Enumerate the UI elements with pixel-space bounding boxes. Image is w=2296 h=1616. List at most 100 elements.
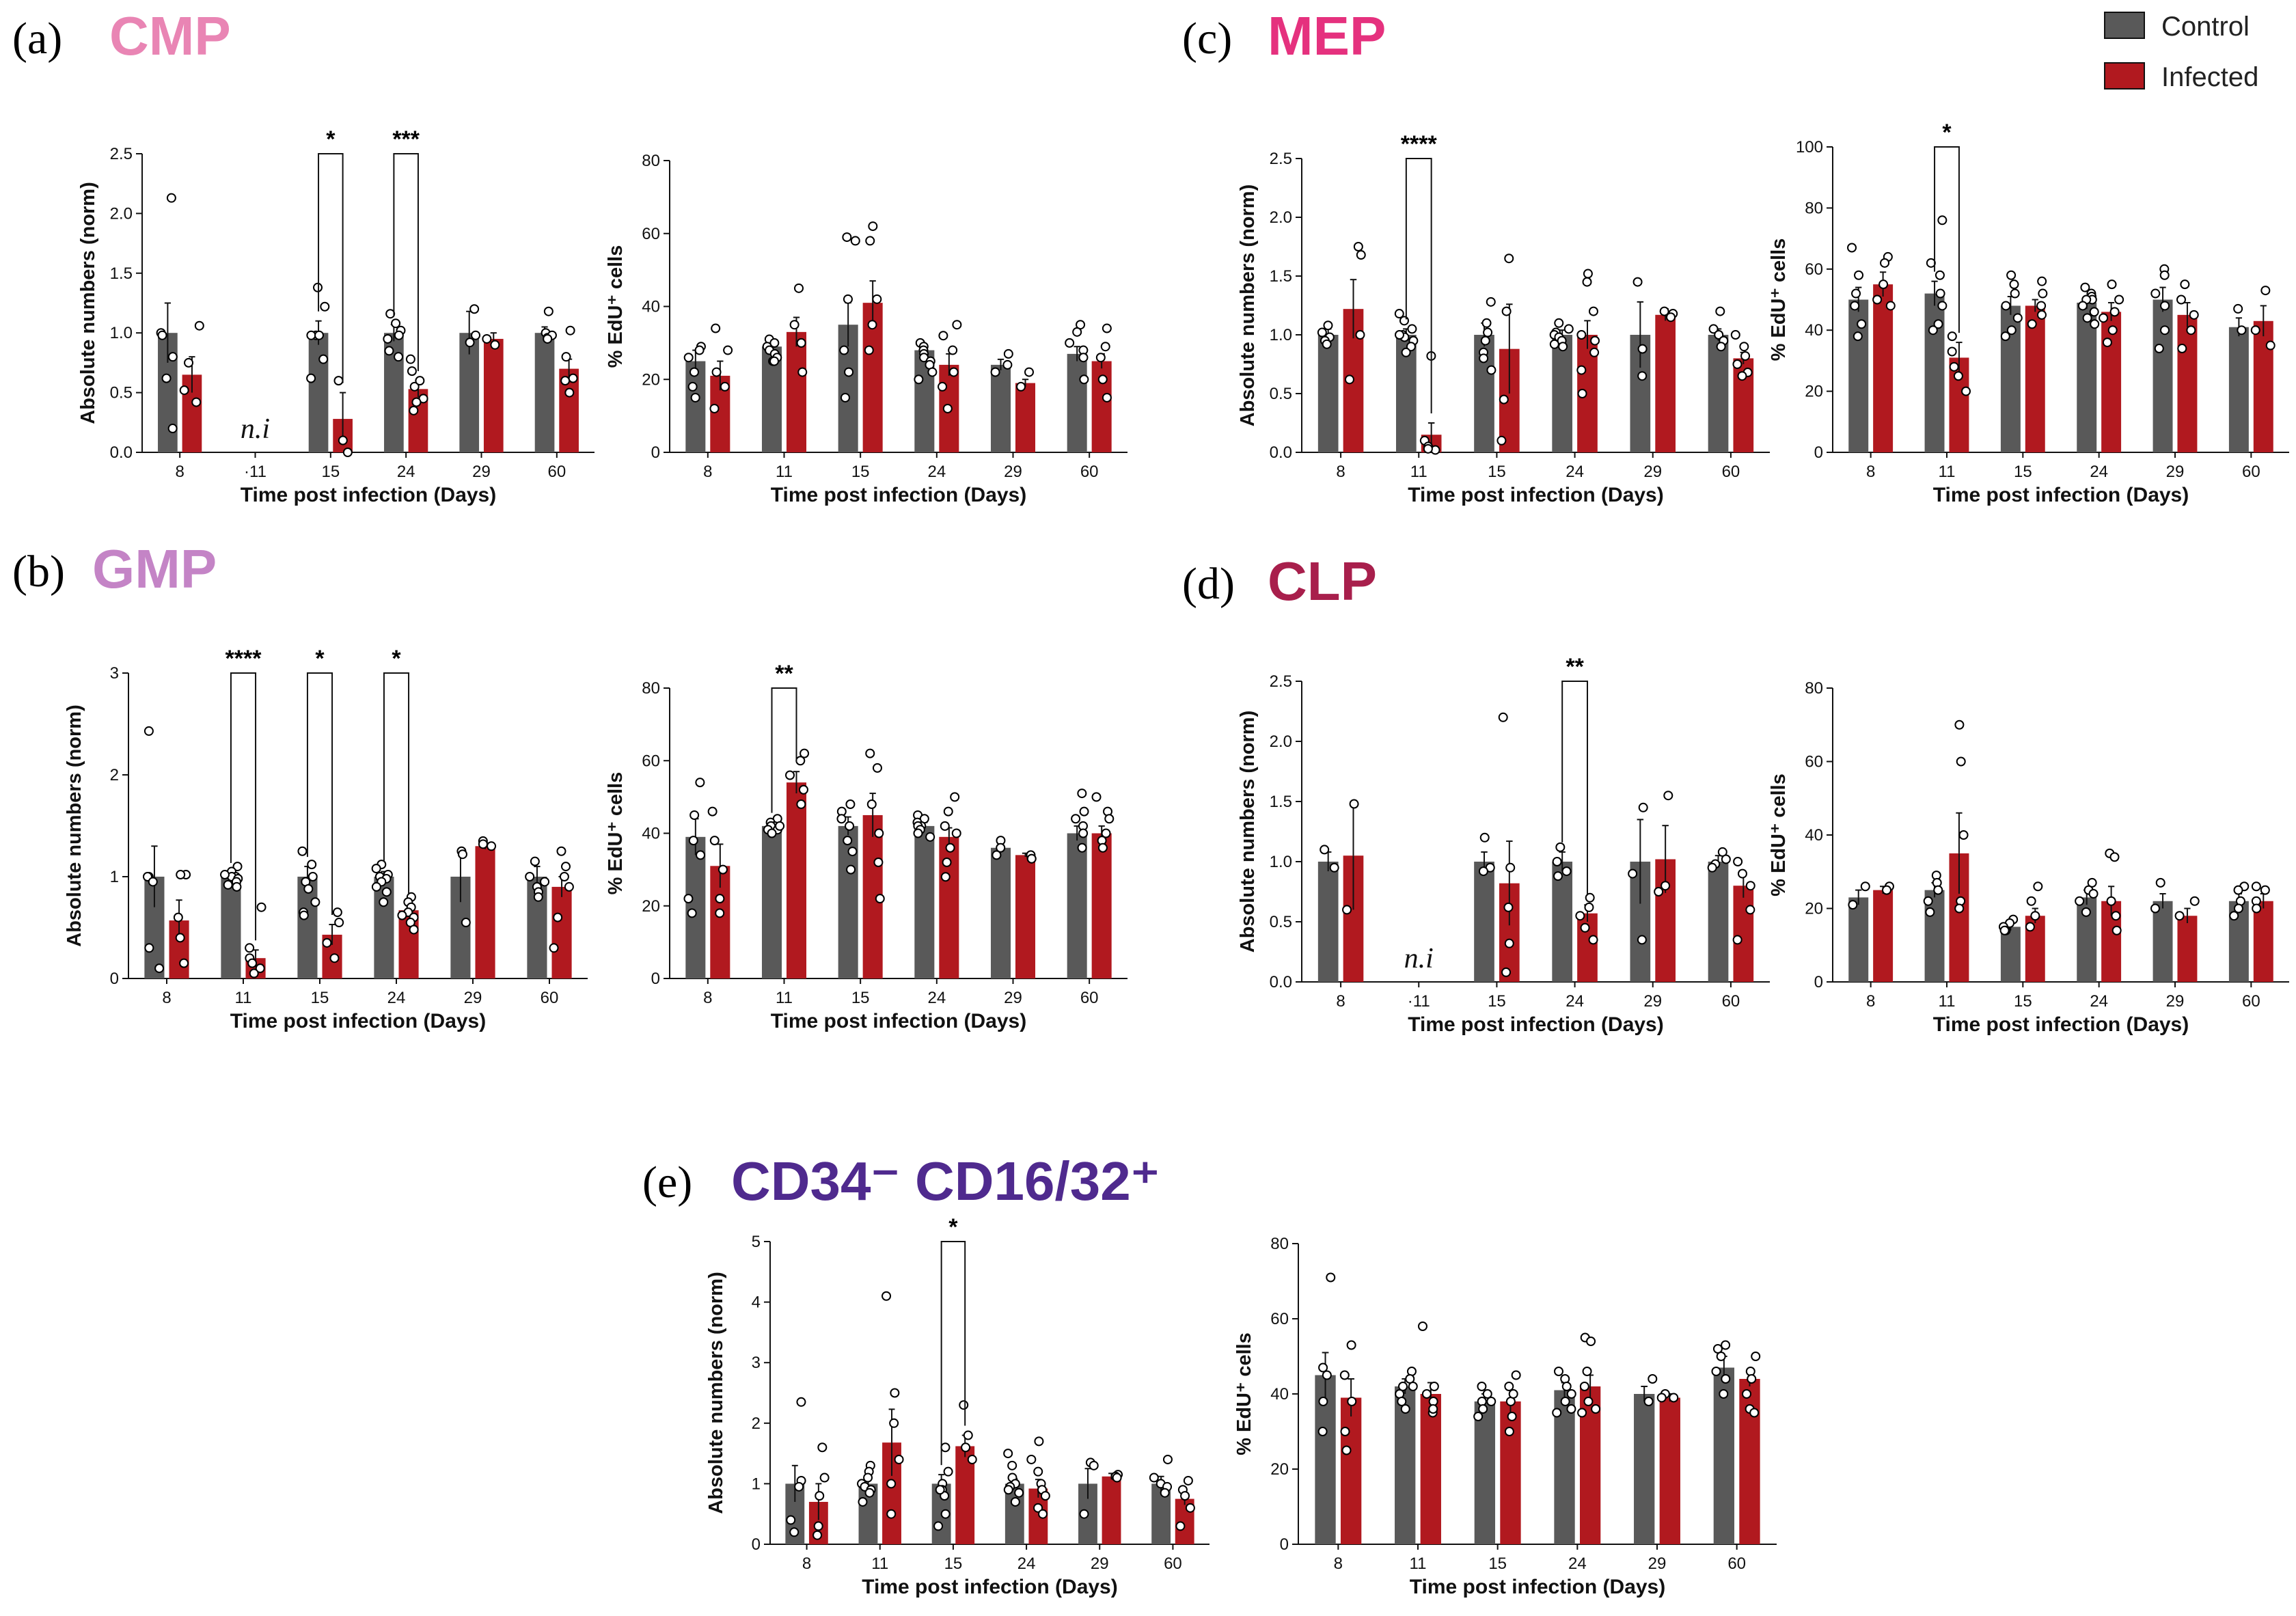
data-point [695, 778, 705, 788]
data-point [2160, 301, 2170, 311]
data-point [720, 381, 730, 392]
data-point [996, 843, 1006, 853]
infected-bar [1739, 1379, 1760, 1544]
data-point [2111, 911, 2121, 921]
x-tick-label: ·11 [244, 463, 266, 481]
data-point [482, 333, 492, 344]
y-tick-label: 1.0 [1270, 853, 1292, 871]
x-tick-label: 24 [1566, 992, 1584, 1011]
data-point [1095, 353, 1106, 363]
data-point [2037, 276, 2047, 286]
data-point [2081, 907, 2091, 917]
data-point [796, 799, 806, 809]
data-point [945, 843, 955, 853]
control-bar [1708, 335, 1729, 452]
y-tick-label: 0 [110, 970, 119, 988]
y-tick-label: 20 [1805, 900, 1823, 918]
data-point [1014, 1488, 1024, 1498]
data-point [948, 345, 958, 355]
data-point [530, 856, 540, 866]
y-tick-label: 1.5 [1270, 793, 1292, 811]
data-point [1003, 348, 1013, 359]
data-point [1751, 1352, 1761, 1361]
x-tick-label: 24 [2090, 463, 2108, 481]
y-tick-label: 60 [1270, 1310, 1289, 1328]
infected-bar [2253, 901, 2273, 982]
data-point [1958, 830, 1969, 840]
data-point [913, 828, 923, 838]
data-point [1077, 789, 1087, 799]
control-bar [1317, 335, 1339, 452]
data-point [1504, 254, 1514, 264]
data-point [1149, 1473, 1159, 1483]
data-point [1591, 1404, 1601, 1414]
data-point [1560, 1397, 1570, 1406]
x-axis-title: Time post infection (Days) [1933, 484, 2189, 506]
x-tick-label: 60 [2242, 992, 2260, 1011]
data-point [1501, 306, 1512, 316]
data-point [220, 870, 230, 880]
data-point [1429, 1382, 1439, 1391]
significance-label: * [315, 646, 325, 672]
data-point [1399, 316, 1409, 326]
data-point [2107, 279, 2117, 290]
legend-label-control: Control [2161, 12, 2250, 42]
panel-letter-e: (e) [642, 1158, 692, 1207]
data-point [2174, 911, 2185, 921]
panel-title-e: CD34⁻ CD16/32⁺ [731, 1151, 1160, 1211]
data-point [1100, 342, 1110, 352]
data-point [565, 325, 575, 335]
control-bar [1067, 353, 1087, 452]
x-tick-label: 15 [944, 1555, 963, 1573]
data-point [1961, 386, 1971, 396]
data-point [540, 877, 550, 887]
data-point [1747, 1374, 1757, 1384]
x-tick-label: 24 [927, 989, 946, 1007]
legend-swatch-control [2104, 12, 2145, 39]
x-axis-title: Time post infection (Days) [771, 484, 1027, 506]
data-point [2189, 310, 2199, 320]
data-point [1480, 335, 1490, 346]
data-point [1003, 1449, 1013, 1459]
data-point [525, 872, 535, 881]
data-point [711, 323, 721, 333]
data-point [1007, 1460, 1017, 1470]
data-point [687, 381, 698, 392]
data-point [1933, 885, 1943, 895]
x-axis-title: Time post infection (Days) [1933, 1013, 2189, 1036]
control-bar [990, 847, 1011, 978]
data-point [191, 397, 202, 407]
data-point [1582, 277, 1592, 287]
data-point [1577, 389, 1587, 398]
data-point [1933, 319, 1943, 329]
data-point [718, 864, 728, 875]
data-point [1885, 301, 1896, 311]
data-point [333, 376, 344, 386]
data-point [1737, 371, 1747, 381]
data-point [1749, 1408, 1760, 1418]
infected-bar [1659, 1397, 1680, 1544]
data-point [1589, 347, 1600, 357]
data-point [2006, 270, 2017, 280]
data-point [556, 846, 566, 856]
data-point [2088, 889, 2099, 899]
y-tick-label: 2.5 [1270, 150, 1292, 168]
data-point [2159, 325, 2170, 335]
x-tick-label: 11 [1410, 1555, 1427, 1573]
x-tick-label: 60 [1164, 1555, 1182, 1573]
data-point [490, 340, 500, 350]
data-point [1341, 1445, 1352, 1455]
control-bar [297, 877, 318, 978]
data-point [2251, 881, 2261, 892]
x-axis-title: Time post infection (Days) [1408, 484, 1664, 506]
data-point [1483, 327, 1493, 338]
infected-bar [551, 886, 572, 978]
data-point [1552, 857, 1562, 866]
control-bar [1552, 335, 1573, 452]
data-point [1038, 1509, 1048, 1519]
infected-bar [2101, 312, 2122, 452]
significance-bracket [393, 153, 419, 372]
data-point [561, 352, 571, 362]
data-point [952, 320, 962, 330]
data-point [1576, 365, 1587, 375]
